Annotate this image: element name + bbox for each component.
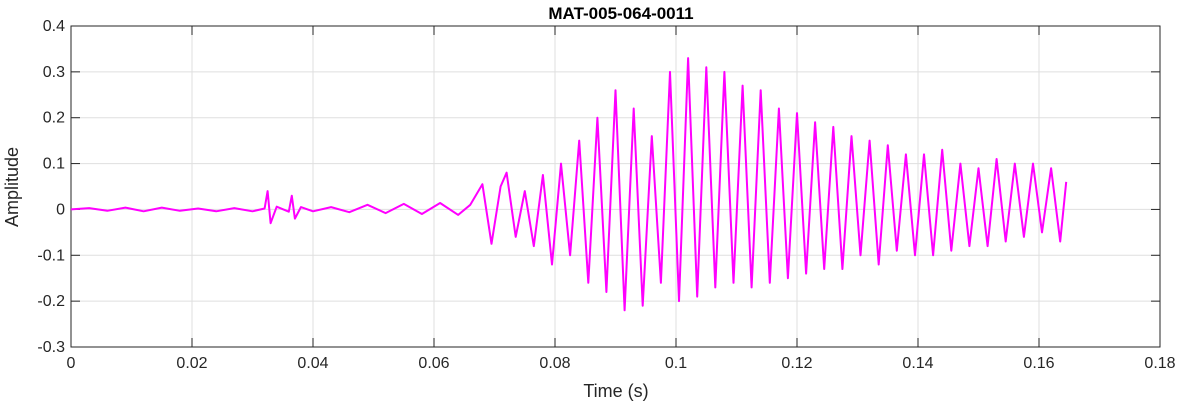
waveform-series-line [70,57,1068,312]
y-tick-label: 0.3 [43,64,65,81]
y-tick-label: -0.3 [37,339,65,356]
y-tick-label: -0.1 [37,247,65,264]
y-tick-label: 0.2 [43,110,65,127]
x-tick-label: 0.1 [665,355,687,372]
x-tick-labels: 0 0.02 0.04 0.06 0.08 0.1 0.12 0.14 0.16 0.18 [67,355,1176,372]
x-tick-label: 0.14 [902,355,933,372]
x-tick-label: 0.08 [539,355,570,372]
y-axis-label: Amplitude [2,147,22,227]
x-tick-label: 0.18 [1144,355,1175,372]
y-tick-label: -0.2 [37,293,65,310]
y-tick-label: 0.1 [43,156,65,173]
chart-title: MAT-005-064-0011 [548,4,693,23]
x-tick-label: 0.02 [176,355,207,372]
x-axis-label: Time (s) [583,381,648,401]
x-tick-label: 0.16 [1023,355,1054,372]
x-tick-label: 0.04 [297,355,328,372]
x-tick-label: 0.12 [781,355,812,372]
x-tick-label: 0 [67,355,76,372]
y-tick-label: 0 [56,201,65,218]
plot-area-border [70,25,1161,348]
y-tick-label: 0.4 [43,18,65,35]
x-tick-label: 0.06 [418,355,449,372]
axis-ticks [70,25,1161,348]
y-tick-labels: -0.3 -0.2 -0.1 0 0.1 0.2 0.3 0.4 [37,18,65,356]
